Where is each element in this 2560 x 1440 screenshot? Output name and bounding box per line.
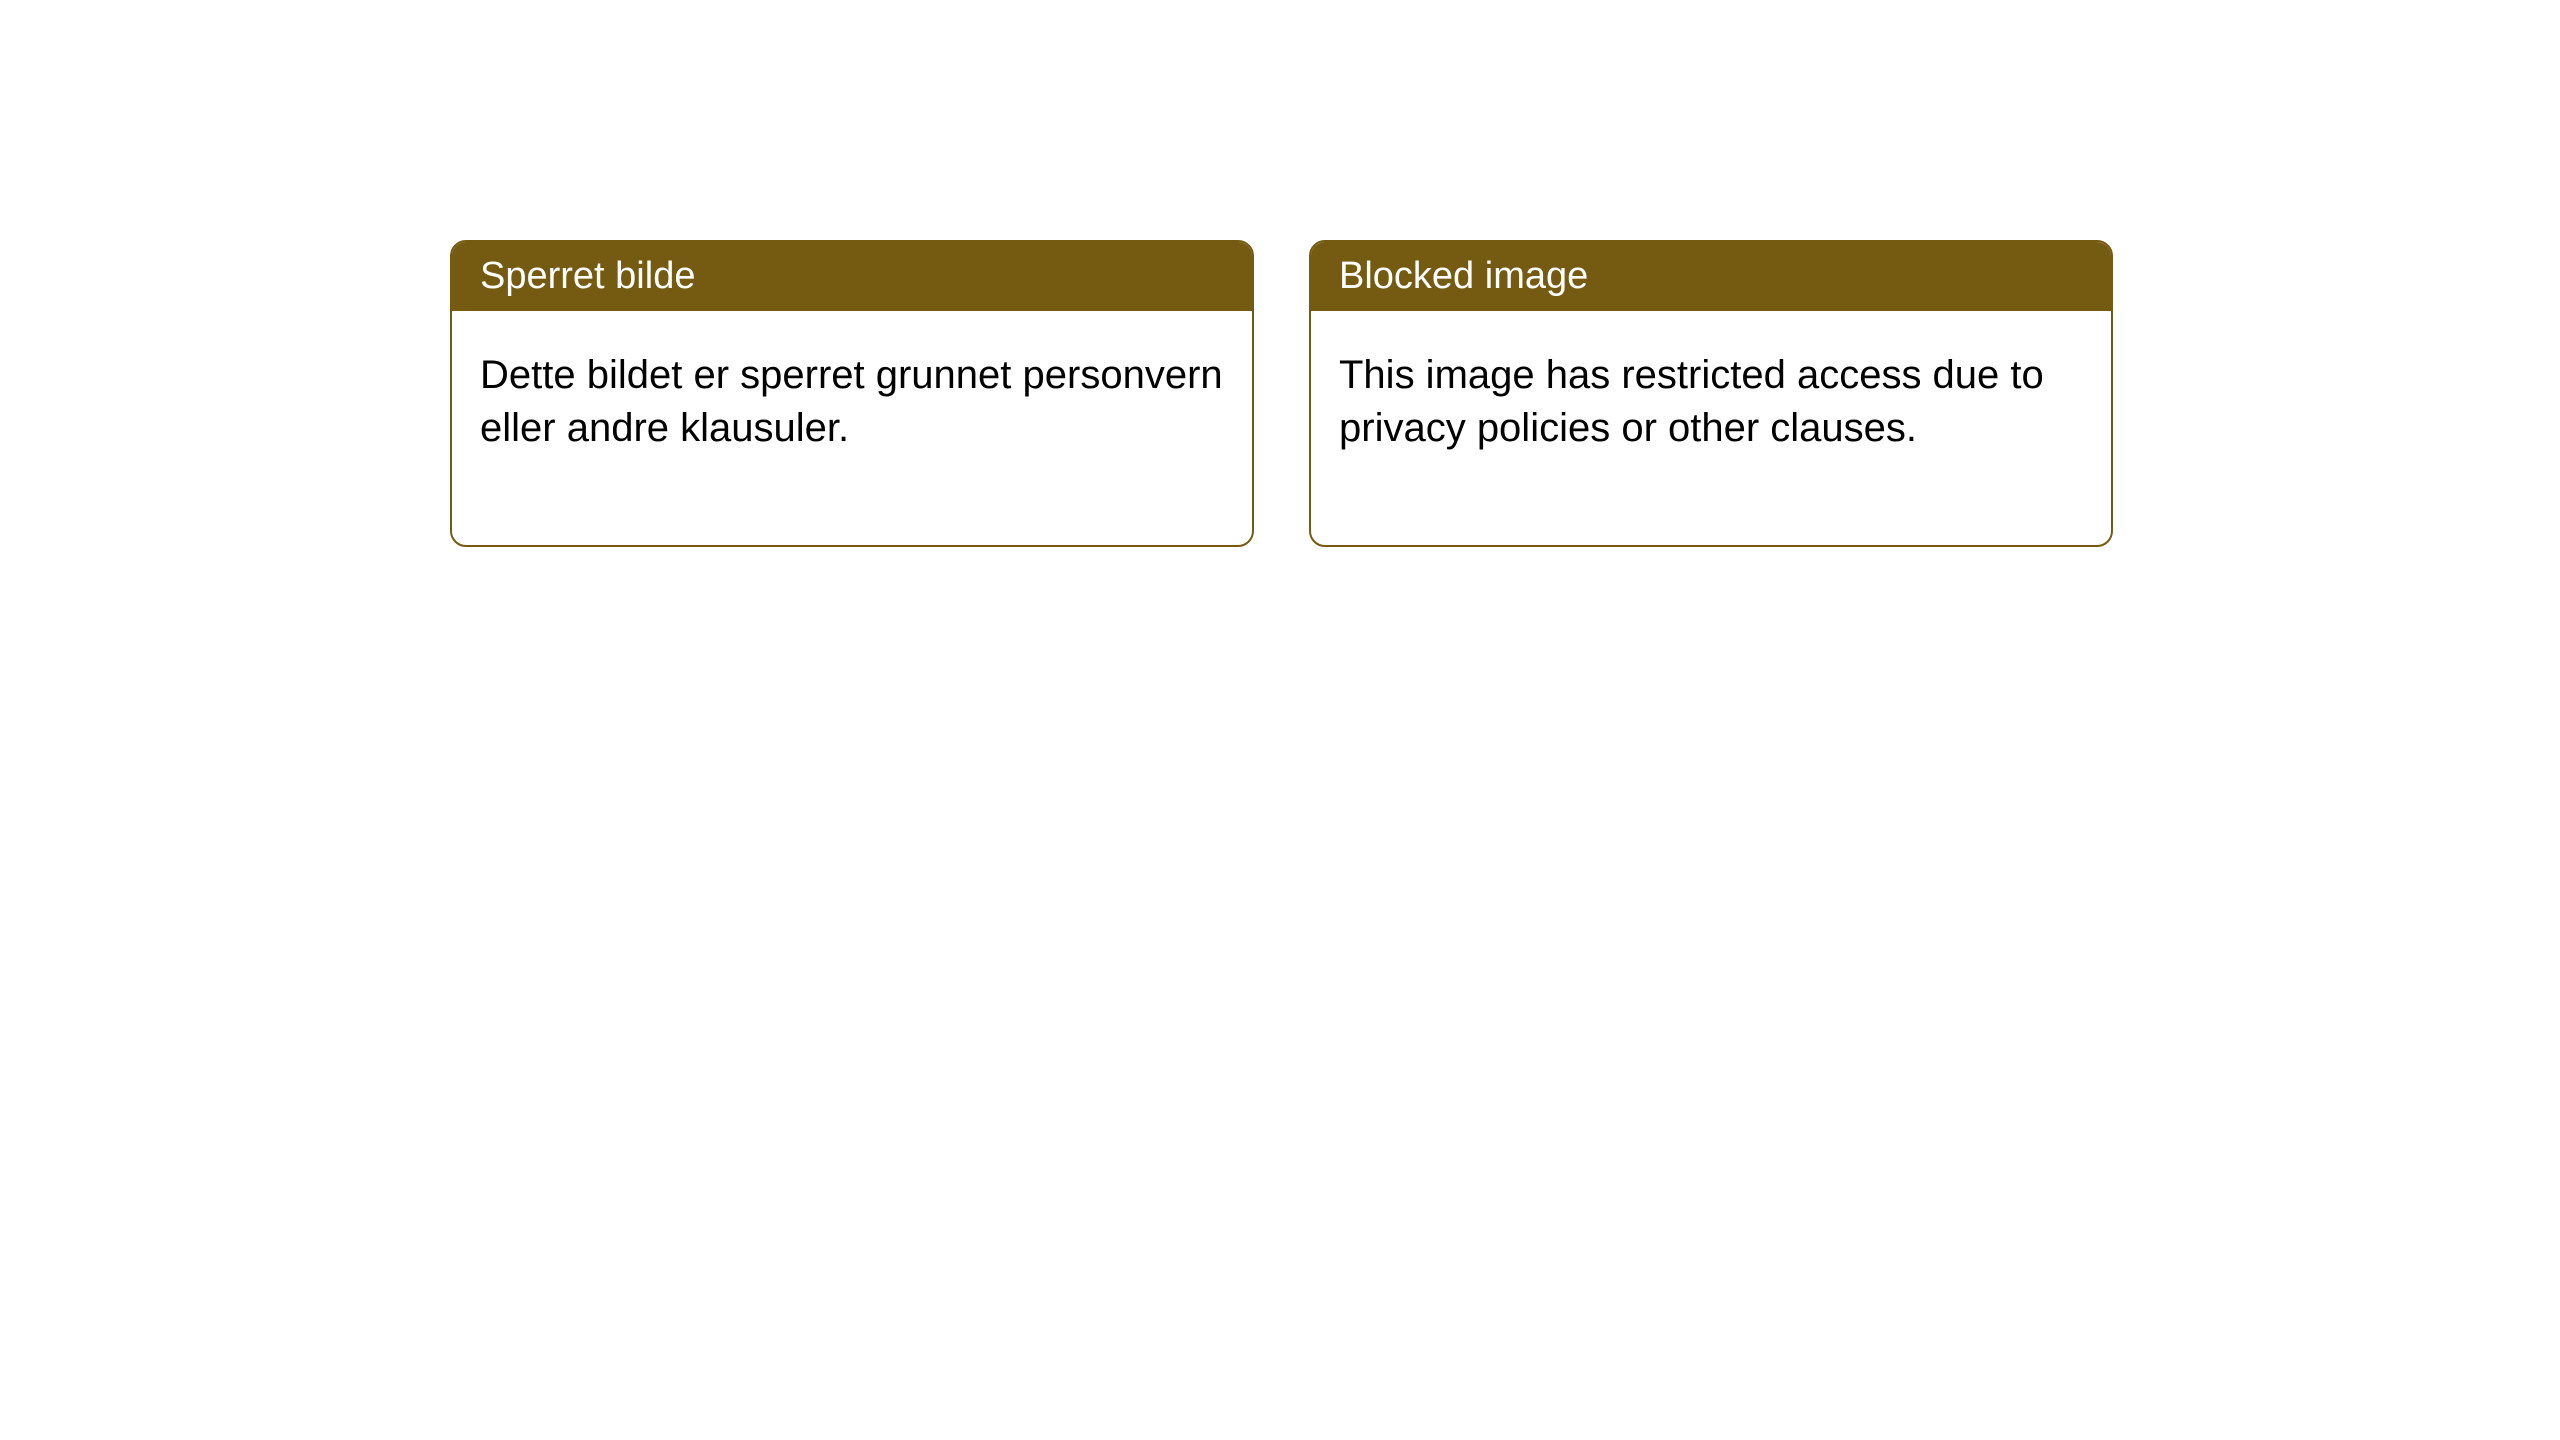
notice-container: Sperret bilde Dette bildet er sperret gr… bbox=[0, 0, 2560, 547]
notice-card-body: Dette bildet er sperret grunnet personve… bbox=[452, 311, 1252, 545]
notice-card-body: This image has restricted access due to … bbox=[1311, 311, 2111, 545]
notice-card-title: Sperret bilde bbox=[452, 242, 1252, 311]
notice-card-english: Blocked image This image has restricted … bbox=[1309, 240, 2113, 547]
notice-card-title: Blocked image bbox=[1311, 242, 2111, 311]
notice-card-norwegian: Sperret bilde Dette bildet er sperret gr… bbox=[450, 240, 1254, 547]
